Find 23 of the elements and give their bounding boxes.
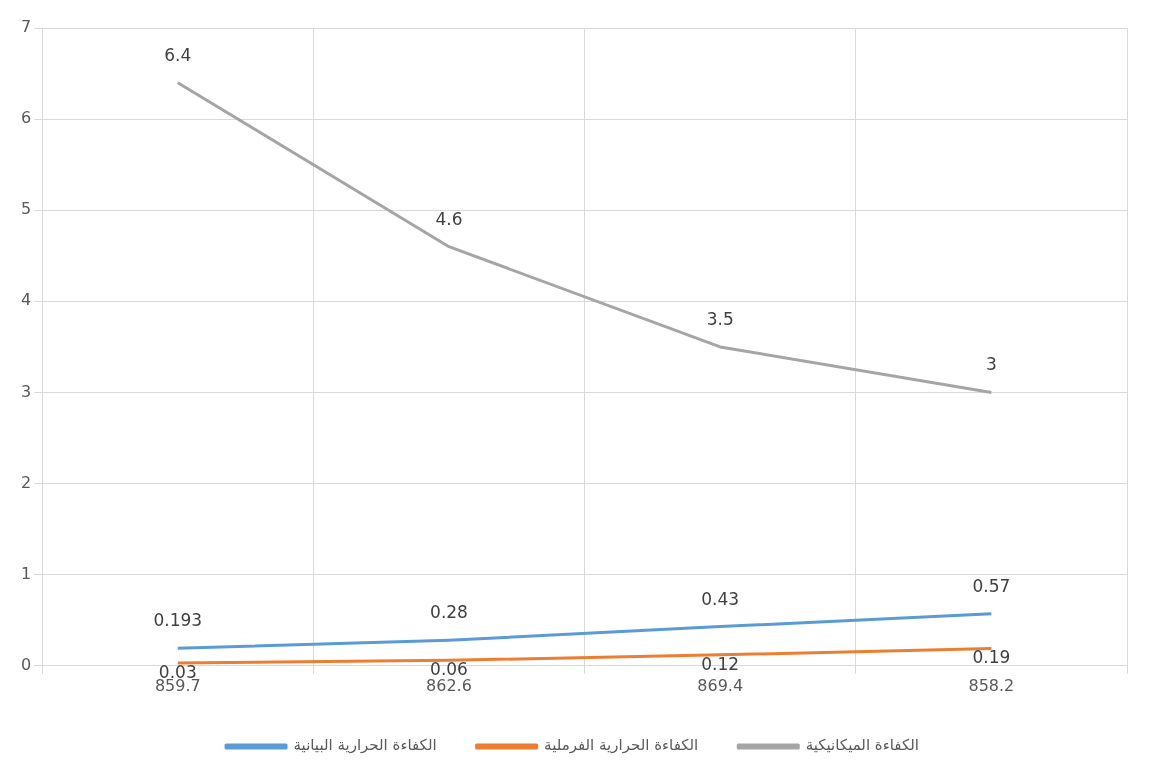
data-label: 0.19 <box>972 647 1011 668</box>
legend-label: الكفاءة الميكانيكية <box>805 736 919 755</box>
y-tick-label: 2 <box>20 472 32 492</box>
y-tick-label: 3 <box>20 381 32 401</box>
data-label: 0.193 <box>153 610 203 631</box>
legend-label: الكفاءة الحرارية البيانية <box>293 736 437 755</box>
data-label: 0.12 <box>701 653 740 674</box>
y-tick-label: 1 <box>20 563 32 583</box>
data-label: 3.5 <box>706 308 734 329</box>
y-tick-label: 4 <box>20 290 32 310</box>
y-tick-label: 0 <box>20 654 32 674</box>
y-tick-label: 7 <box>20 17 32 37</box>
data-label: 0.28 <box>430 602 468 623</box>
data-label: 0.43 <box>701 588 740 609</box>
data-label: 3 <box>985 354 997 375</box>
data-label: 6.4 <box>164 44 192 65</box>
y-tick-label: 6 <box>20 108 32 128</box>
legend-label: الكفاءة الحرارية الفرملية <box>544 736 699 755</box>
data-label: 4.6 <box>435 208 463 229</box>
data-label: 0.57 <box>972 575 1011 596</box>
x-tick-label: 858.2 <box>968 675 1015 695</box>
x-tick-label: 869.4 <box>697 675 744 695</box>
y-tick-label: 5 <box>20 199 32 219</box>
